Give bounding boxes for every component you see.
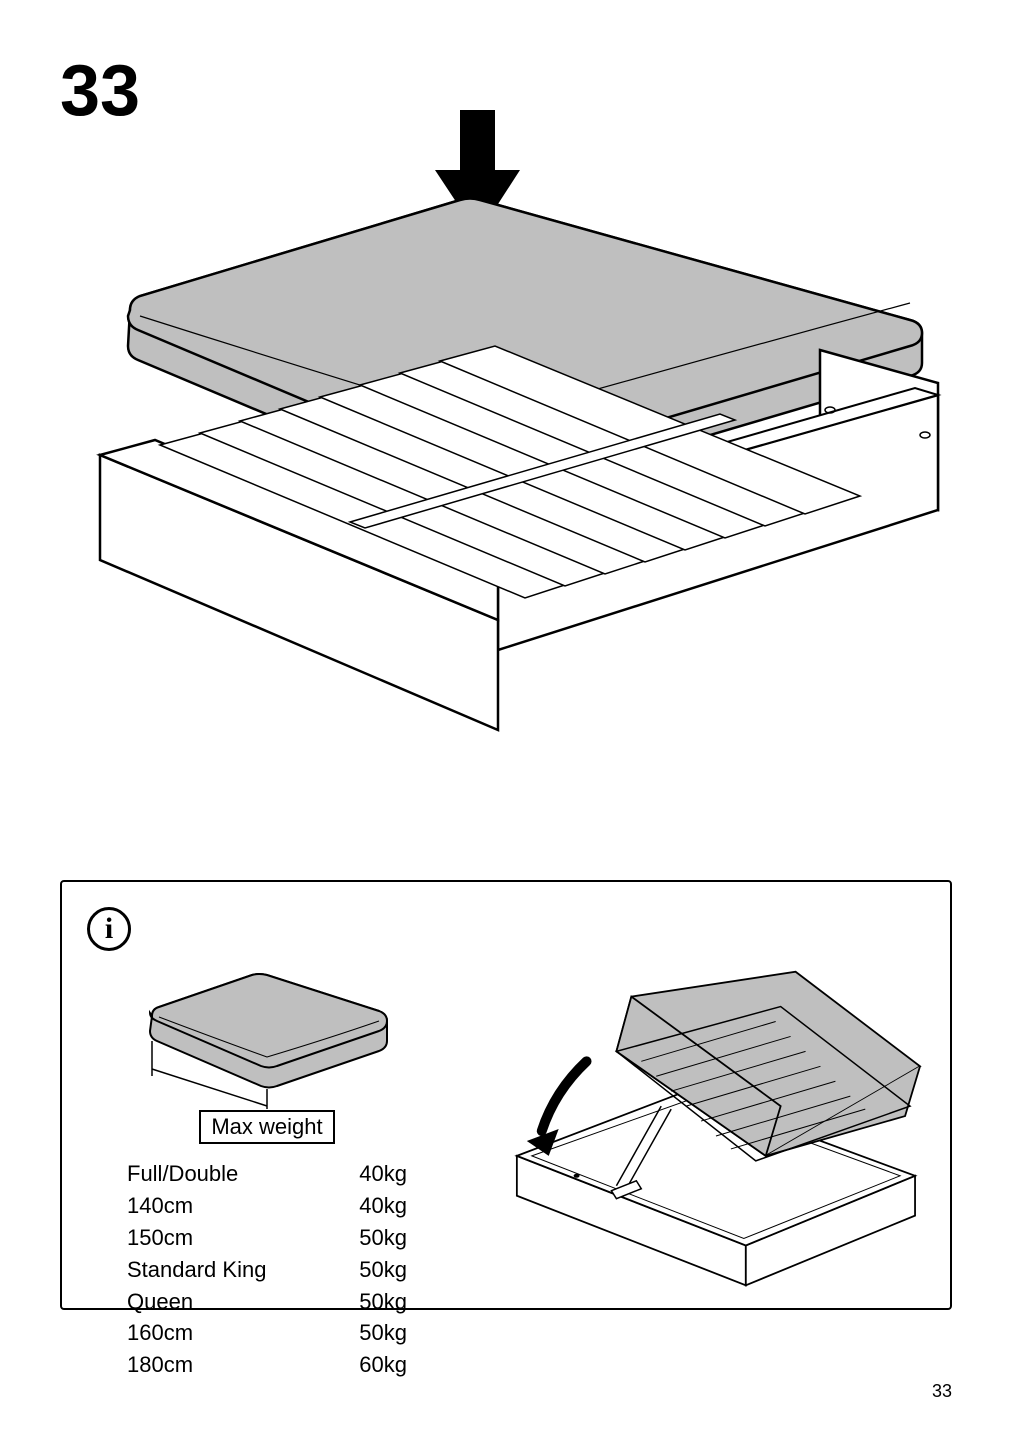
page-number: 33 <box>932 1381 952 1402</box>
table-row: 140cm 40kg <box>127 1190 407 1222</box>
weight-size: 160cm <box>127 1317 193 1349</box>
weight-size: 150cm <box>127 1222 193 1254</box>
weight-value: 50kg <box>359 1254 407 1286</box>
mattress-width-icon <box>137 961 397 1111</box>
weight-value: 40kg <box>359 1190 407 1222</box>
main-assembly-illustration <box>60 90 952 770</box>
table-row: Standard King 50kg <box>127 1254 407 1286</box>
weight-table: Full/Double 40kg 140cm 40kg 150cm 50kg S… <box>127 1158 407 1381</box>
weight-value: 60kg <box>359 1349 407 1381</box>
table-row: Full/Double 40kg <box>127 1158 407 1190</box>
info-content: Max weight Full/Double 40kg 140cm 40kg 1… <box>87 961 925 1381</box>
max-weight-label: Max weight <box>199 1110 334 1144</box>
info-panel: i Max weight Full/Double 40kg 1 <box>60 880 952 1310</box>
table-row: 150cm 50kg <box>127 1222 407 1254</box>
bed-lift-illustration <box>487 961 925 1301</box>
weight-value: 50kg <box>359 1222 407 1254</box>
weight-size: 180cm <box>127 1349 193 1381</box>
weight-value: 50kg <box>359 1317 407 1349</box>
weight-size: Standard King <box>127 1254 266 1286</box>
weight-size: Full/Double <box>127 1158 238 1190</box>
weight-section: Max weight Full/Double 40kg 140cm 40kg 1… <box>87 961 447 1381</box>
weight-value: 50kg <box>359 1286 407 1318</box>
table-row: Queen 50kg <box>127 1286 407 1318</box>
weight-size: 140cm <box>127 1190 193 1222</box>
table-row: 180cm 60kg <box>127 1349 407 1381</box>
info-icon: i <box>87 907 131 951</box>
info-icon-label: i <box>105 912 113 946</box>
weight-size: Queen <box>127 1286 193 1318</box>
weight-value: 40kg <box>359 1158 407 1190</box>
table-row: 160cm 50kg <box>127 1317 407 1349</box>
